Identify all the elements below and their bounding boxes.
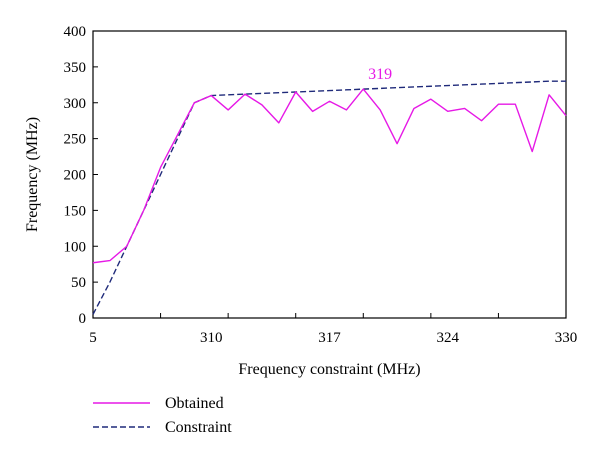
y-tick-label: 300 <box>64 96 87 112</box>
plot-frame <box>92 30 567 319</box>
y-tick-label: 100 <box>64 239 87 255</box>
x-tick-label: 330 <box>555 330 578 346</box>
x-tick-label: 317 <box>318 330 341 346</box>
x-axis-title: Frequency constraint (MHz) <box>238 361 420 378</box>
plot-border <box>92 30 567 319</box>
y-axis-ticks: 0 50 100 150 200 250 300 350 400 <box>64 24 98 327</box>
legend-label-constraint: Constraint <box>165 419 232 436</box>
series-line-constraint <box>92 80 566 315</box>
x-tick-label: 324 <box>437 330 460 346</box>
y-tick-label: 250 <box>64 132 87 148</box>
x-axis-ticks: 5 310 317 324 330 <box>89 313 577 346</box>
legend-label-obtained: Obtained <box>165 395 224 412</box>
y-tick-label: 200 <box>64 168 87 184</box>
series-layer <box>92 80 567 315</box>
y-tick-label: 150 <box>64 203 87 219</box>
y-tick-label: 0 <box>79 311 87 327</box>
legend: Obtained Constraint <box>93 395 232 436</box>
x-tick-label: 310 <box>200 330 223 346</box>
y-tick-label: 400 <box>64 24 87 40</box>
y-tick-label: 350 <box>64 60 87 76</box>
peak-annotation: 319 <box>368 66 392 83</box>
y-axis-title: Frequency (MHz) <box>24 117 41 232</box>
series-line-obtained <box>92 88 567 264</box>
x-tick-label: 5 <box>89 330 97 346</box>
y-tick-label: 50 <box>71 275 86 291</box>
